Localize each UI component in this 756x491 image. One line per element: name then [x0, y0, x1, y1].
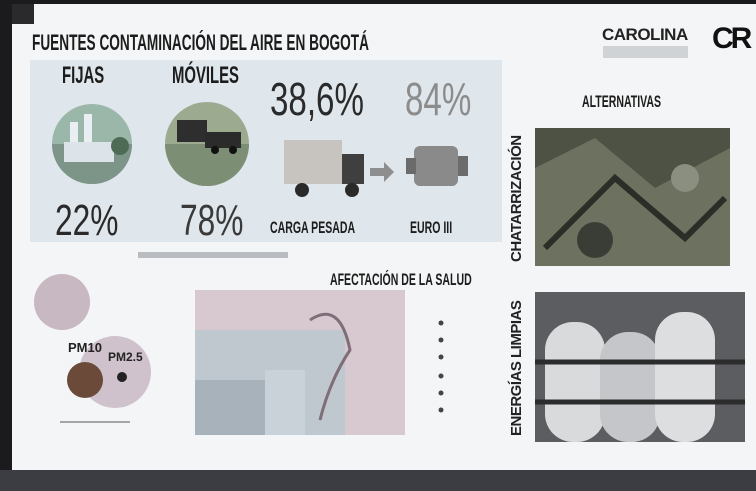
cylinders-photo — [535, 292, 745, 442]
health-chart-image — [195, 290, 405, 435]
heavy-cargo-label: CARGA PESADA — [270, 218, 356, 237]
vehicle-icon — [165, 102, 249, 186]
chart-legend — [438, 320, 444, 413]
heavy-cargo-share: 38,6% — [270, 73, 364, 125]
screen-bezel — [0, 470, 756, 491]
health-title: AFECTACIÓN DE LA SALUD — [330, 270, 472, 289]
mobile-share: 78% — [180, 196, 244, 245]
scrap-photo — [535, 128, 730, 266]
alternatives-title: ALTERNATIVAS — [582, 92, 662, 111]
mobile-label: MÓVILES — [172, 62, 239, 89]
logo-text: CAROLINA — [602, 25, 688, 44]
fixed-share: 22% — [55, 196, 119, 245]
truck-engine-icons — [284, 140, 468, 197]
factory-icon — [52, 104, 132, 184]
euro-share: 84% — [405, 73, 472, 125]
particle-diagram — [34, 274, 151, 423]
alternative-label: CHATARRIZACIÓN — [508, 135, 525, 262]
alternative-label: ENERGÍAS LIMPIAS — [508, 300, 525, 436]
slide-title: FUENTES CONTAMINACIÓN DEL AIRE EN BOGOTÁ — [32, 30, 369, 55]
logo-mark: CR — [712, 22, 752, 55]
fixed-label: FIJAS — [62, 62, 105, 89]
logo-subtext — [603, 46, 688, 58]
frame-corner — [12, 4, 34, 24]
source-note — [138, 252, 288, 258]
particle-label: PM2.5 — [108, 350, 143, 364]
particle-label: PM10 — [68, 340, 102, 355]
euro-label: EURO III — [410, 218, 453, 237]
